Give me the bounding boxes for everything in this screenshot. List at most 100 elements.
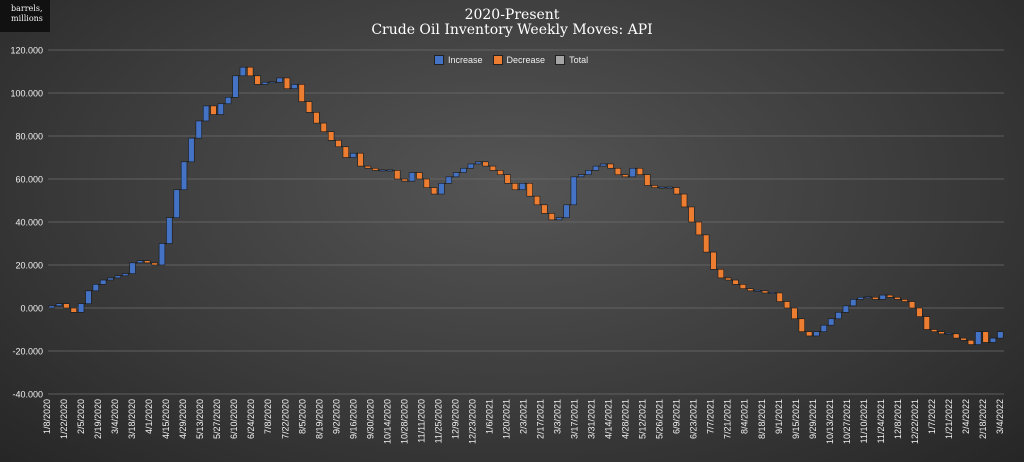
increase-bar [129,262,136,274]
decrease-bar [732,279,739,285]
decrease-bar [776,292,783,302]
decrease-bar [401,178,408,182]
decrease-bar [916,307,923,317]
legend: Increase Decrease Total [434,55,588,65]
increase-bar [452,172,460,178]
x-tick-label: 6/10/2020 [229,399,239,439]
x-tick-label: 7/7/2021 [706,399,716,434]
decrease-bar [739,284,747,289]
increase-bar [850,299,857,307]
x-tick-label: 3/3/2021 [553,399,563,434]
y-tick-label: 60.000 [15,175,43,185]
x-tick-label: 12/8/2021 [893,399,903,439]
x-tick-label: 9/15/2021 [791,399,801,439]
decrease-bar [607,163,614,169]
increase-bar [158,243,166,266]
increase-bar [820,324,828,332]
increase-bar [408,172,416,182]
x-tick-label: 2/5/2020 [76,399,86,434]
decrease-bar [805,331,813,337]
increase-bar [232,75,239,98]
increase-bar [239,66,247,77]
increase-bar [85,290,92,304]
increase-bar [813,331,820,337]
x-tick-label: 2/17/2021 [536,399,546,439]
increase-bar [945,332,953,335]
increase-bar [180,161,188,191]
increase-bar [577,174,585,178]
x-tick-label: 6/9/2021 [672,399,682,434]
x-tick-label: 9/16/2020 [348,399,358,439]
increase-bar [835,311,842,320]
decrease-bar [430,187,438,195]
legend-swatch-decrease [492,55,503,65]
decrease-bar [320,122,327,132]
increase-bar [114,275,122,279]
x-tick-label: 11/24/2021 [876,399,886,443]
legend-swatch-increase [434,55,444,65]
x-tick-label: 5/27/2020 [212,399,222,439]
decrease-bar [644,174,651,186]
x-tick-label: 9/30/2020 [365,399,375,439]
x-tick-label: 9/2/2020 [331,399,341,434]
x-tick-label: 5/26/2021 [655,399,665,439]
x-tick-label: 1/21/2022 [944,399,954,439]
unit-label-line1: barrels, [11,4,43,13]
y-tick-label: 100.000 [10,89,43,99]
increase-bar [438,183,445,195]
legend-label-total: Total [569,55,589,65]
decrease-bar [953,333,960,339]
decrease-bar [151,262,158,266]
decrease-bar [791,307,798,320]
x-tick-label: 4/28/2021 [621,399,631,439]
decrease-bar [63,303,70,309]
increase-bar [460,167,467,173]
decrease-bar [533,195,541,206]
decrease-bar [622,174,629,178]
x-tick-label: 3/18/2020 [127,399,137,439]
decrease-bar [489,165,497,171]
increase-bar [225,97,232,105]
y-tick-label: 40.000 [15,218,43,228]
decrease-bar [335,140,342,148]
increase-bar [92,284,99,292]
increase-bar [77,303,85,313]
decrease-bar [342,146,349,158]
increase-bar [519,183,526,191]
increase-bar [842,305,850,313]
increase-bar [269,81,276,84]
decrease-bar [548,213,555,221]
decrease-bar [673,187,680,195]
x-tick-label: 12/9/2020 [450,399,460,439]
x-tick-label: 3/4/2022 [995,399,1005,434]
x-tick-label: 2/4/2022 [961,399,971,434]
x-tick-label: 6/23/2021 [689,399,699,439]
decrease-bar [423,178,430,188]
decrease-bar [761,290,769,294]
decrease-bar [504,174,511,184]
x-tick-label: 12/23/2020 [467,399,477,444]
y-tick-label: 120.000 [10,46,43,56]
decrease-bar [960,337,967,341]
decrease-bar [872,296,879,300]
increase-bar [864,296,872,299]
increase-bar [379,169,386,172]
decrease-bar [783,301,791,309]
legend-item-increase: Increase [434,55,483,65]
increase-bar [173,189,180,219]
legend-label-decrease: Decrease [506,55,546,65]
increase-bar [563,204,570,219]
increase-bar [975,331,982,345]
decrease-bar [526,183,533,197]
increase-bar [592,165,600,171]
y-tick-label: -40.000 [12,390,43,400]
decrease-bar [923,316,930,330]
decrease-bar [901,299,908,302]
decrease-bar [930,329,938,332]
x-tick-label: 8/5/2020 [297,399,307,434]
decrease-bar [372,167,379,171]
decrease-bar [886,294,894,298]
decrease-bar [357,152,364,167]
x-tick-label: 11/11/2020 [416,399,426,443]
